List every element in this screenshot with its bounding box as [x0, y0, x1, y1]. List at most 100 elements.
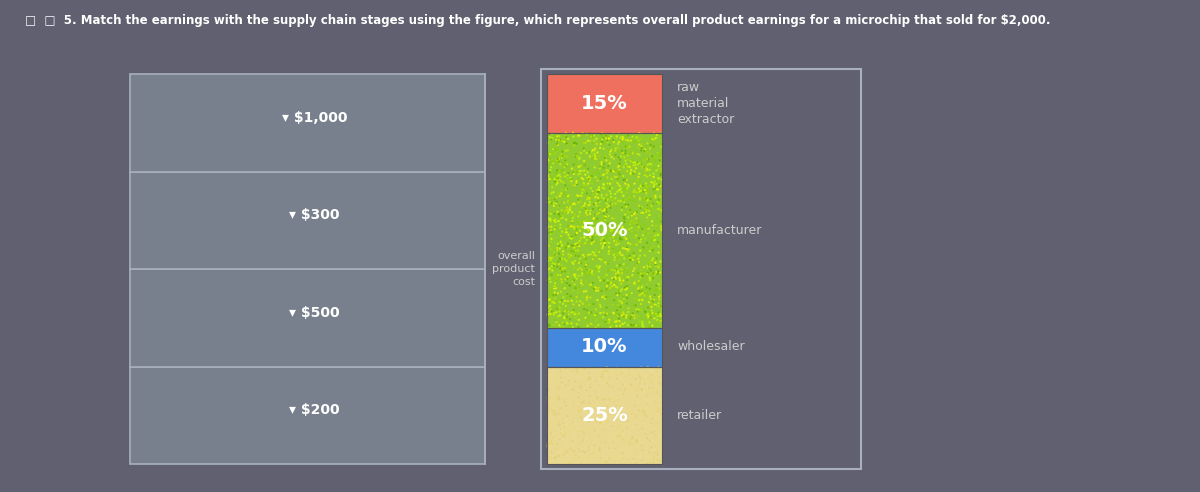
Point: [652, 217, 671, 225]
Point: [648, 450, 667, 458]
Point: [559, 380, 578, 388]
Point: [581, 137, 600, 145]
Point: [582, 438, 601, 446]
Point: [610, 186, 629, 194]
Point: [637, 210, 656, 217]
Point: [594, 273, 613, 281]
Point: [569, 455, 588, 462]
Point: [546, 411, 565, 419]
Point: [648, 402, 667, 410]
Point: [582, 321, 601, 329]
Point: [546, 222, 565, 230]
Point: [592, 380, 611, 388]
Point: [560, 322, 580, 330]
Point: [626, 134, 646, 142]
Point: [544, 399, 563, 406]
Point: [636, 292, 655, 300]
Point: [618, 214, 637, 221]
Point: [637, 311, 656, 319]
Point: [629, 258, 648, 266]
Point: [577, 261, 596, 269]
Point: [630, 222, 649, 230]
Point: [578, 446, 598, 454]
Point: [550, 321, 569, 329]
Point: [616, 147, 635, 155]
Point: [556, 430, 575, 438]
Point: [578, 443, 598, 451]
Point: [642, 443, 661, 451]
Point: [605, 421, 624, 429]
Point: [619, 273, 638, 281]
Point: [649, 407, 668, 415]
Point: [557, 396, 576, 403]
Point: [559, 269, 578, 277]
Point: [578, 193, 598, 201]
Point: [637, 287, 656, 295]
Point: [557, 264, 576, 272]
Text: 50%: 50%: [581, 220, 628, 240]
Point: [542, 150, 562, 158]
Point: [646, 192, 665, 200]
Point: [565, 271, 584, 278]
Point: [611, 236, 630, 244]
Point: [574, 414, 593, 422]
Point: [556, 147, 575, 154]
Point: [584, 441, 604, 449]
Point: [622, 166, 641, 174]
Point: [586, 283, 605, 291]
Point: [631, 445, 650, 453]
Point: [647, 388, 666, 396]
Point: [595, 205, 614, 213]
Point: [581, 452, 600, 460]
Point: [608, 267, 628, 275]
Point: [652, 165, 671, 173]
Point: [648, 365, 667, 373]
Point: [620, 315, 640, 323]
Point: [635, 147, 654, 155]
Point: [571, 192, 590, 200]
Point: [593, 409, 612, 417]
Point: [571, 413, 590, 421]
Point: [595, 214, 614, 222]
Point: [565, 200, 584, 208]
Point: [578, 238, 598, 246]
Point: [548, 146, 568, 154]
Point: [554, 365, 574, 372]
Point: [580, 148, 599, 156]
Point: [611, 248, 630, 256]
Point: [586, 418, 605, 426]
Point: [566, 225, 586, 233]
Point: [577, 316, 596, 324]
Point: [623, 309, 642, 317]
Point: [580, 404, 599, 412]
Point: [647, 430, 666, 437]
Point: [602, 386, 622, 394]
Point: [566, 152, 586, 159]
Point: [599, 402, 618, 410]
Point: [618, 131, 637, 139]
Point: [556, 255, 575, 263]
Point: [558, 209, 577, 217]
Point: [594, 134, 613, 142]
Point: [554, 234, 574, 242]
Point: [600, 319, 619, 327]
Point: [624, 217, 643, 225]
Point: [577, 182, 596, 189]
Point: [558, 207, 577, 215]
Point: [595, 257, 614, 265]
Point: [610, 168, 629, 176]
Point: [631, 375, 650, 383]
Point: [632, 225, 652, 233]
Point: [545, 299, 564, 307]
Point: [648, 312, 667, 320]
Point: [553, 210, 572, 218]
Point: [631, 147, 650, 154]
Point: [618, 268, 637, 276]
Point: [565, 213, 584, 220]
Point: [559, 253, 578, 261]
Point: [569, 445, 588, 453]
Point: [581, 383, 600, 391]
Point: [590, 144, 610, 152]
Point: [598, 403, 617, 411]
Point: [605, 253, 624, 261]
